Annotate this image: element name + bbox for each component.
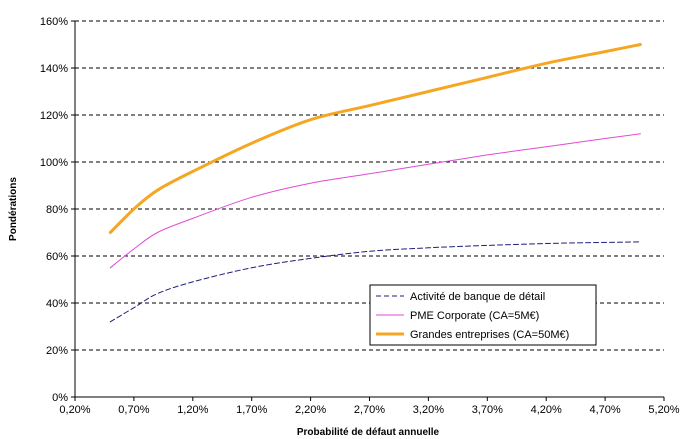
y-tick-label-7: 140% <box>40 63 68 75</box>
series-line-0 <box>109 241 641 323</box>
gridlines <box>75 20 664 351</box>
x-tick-label-0: 0,20% <box>59 404 90 416</box>
x-axis-title: Probabilité de défaut annuelle <box>297 427 440 438</box>
series-line-2 <box>108 43 642 234</box>
axes <box>71 20 665 401</box>
tick-labels: 0% 20% 40% 60% 80% 100% 120% 140% 160% 0,20% 0,70%… <box>40 16 680 416</box>
x-tick-label-7: 3,70% <box>472 404 503 416</box>
y-tick-label-1: 20% <box>46 345 68 357</box>
y-tick-label-4: 80% <box>46 204 68 216</box>
y-tick-label-2: 40% <box>46 298 68 310</box>
series-line-1 <box>109 133 641 269</box>
x-tick-label-2: 1,20% <box>177 404 208 416</box>
series-lines <box>108 43 642 323</box>
x-tick-label-10: 5,20% <box>648 404 679 416</box>
legend-label-large: Grandes entreprises (CA=50M€) <box>410 329 569 341</box>
y-axis-title: Pondérations <box>8 177 19 241</box>
legend: Activité de banque de détail PME Corpora… <box>369 284 597 346</box>
x-tick-label-6: 3,20% <box>413 404 444 416</box>
legend-box <box>369 284 597 346</box>
x-tick-label-1: 0,70% <box>118 404 149 416</box>
y-tick-label-3: 60% <box>46 251 68 263</box>
x-tick-label-3: 1,70% <box>236 404 267 416</box>
x-tick-label-4: 2,20% <box>295 404 326 416</box>
y-tick-label-6: 120% <box>40 110 68 122</box>
legend-label-retail: Activité de banque de détail <box>410 291 545 303</box>
y-tick-label-8: 160% <box>40 16 68 28</box>
x-tick-label-8: 4,20% <box>531 404 562 416</box>
y-tick-label-5: 100% <box>40 157 68 169</box>
x-tick-label-5: 2,70% <box>354 404 385 416</box>
y-tick-label-0: 0% <box>52 392 68 404</box>
legend-label-sme: PME Corporate (CA=5M€) <box>410 310 539 322</box>
x-tick-label-9: 4,70% <box>589 404 620 416</box>
